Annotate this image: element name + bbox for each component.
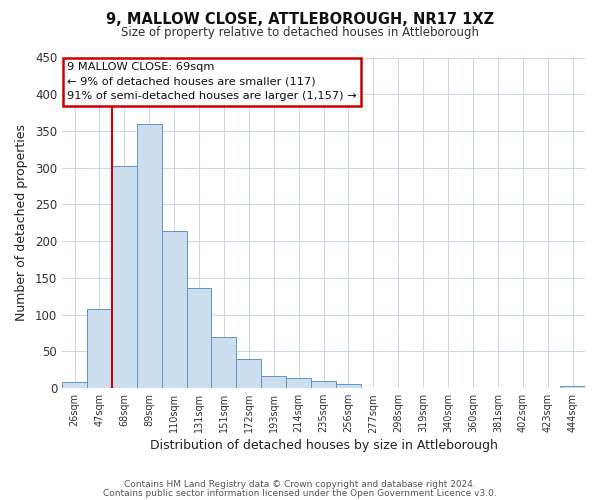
Bar (161, 231, 187, 388)
Bar (62, 382, 87, 388)
Bar (336, 384, 361, 388)
Text: Contains public sector information licensed under the Open Government Licence v3: Contains public sector information licen… (103, 488, 497, 498)
Bar (87, 309, 112, 388)
Text: Size of property relative to detached houses in Attleborough: Size of property relative to detached ho… (121, 26, 479, 39)
Bar (187, 288, 211, 388)
Bar (560, 386, 585, 388)
Bar (112, 166, 137, 388)
Bar (236, 359, 261, 388)
X-axis label: Distribution of detached houses by size in Attleborough: Distribution of detached houses by size … (149, 440, 497, 452)
Bar (261, 376, 286, 388)
Bar (211, 337, 236, 388)
Bar (311, 381, 336, 388)
Bar (137, 124, 161, 388)
Y-axis label: Number of detached properties: Number of detached properties (15, 124, 28, 322)
Text: 9 MALLOW CLOSE: 69sqm
← 9% of detached houses are smaller (117)
91% of semi-deta: 9 MALLOW CLOSE: 69sqm ← 9% of detached h… (67, 62, 357, 102)
Bar (286, 378, 311, 388)
Text: 9, MALLOW CLOSE, ATTLEBOROUGH, NR17 1XZ: 9, MALLOW CLOSE, ATTLEBOROUGH, NR17 1XZ (106, 12, 494, 28)
Text: Contains HM Land Registry data © Crown copyright and database right 2024.: Contains HM Land Registry data © Crown c… (124, 480, 476, 489)
